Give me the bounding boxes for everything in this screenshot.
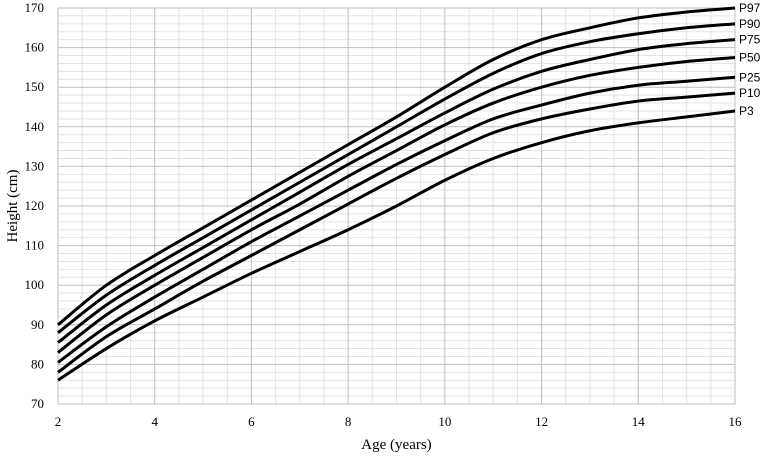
x-axis-ticks: 2 4 6 8 10 12 14 16 [55,414,742,429]
y-tick-label: 140 [25,119,45,134]
x-tick-label: 8 [345,414,352,429]
x-tick-label: 14 [632,414,646,429]
x-tick-label: 10 [438,414,451,429]
series-label-p10: P10 [739,86,761,100]
series-lines [57,6,736,382]
y-axis-title: Height (cm) [5,170,21,243]
series-line-p97 [57,6,736,326]
y-axis-ticks: 70 80 90 100 110 120 130 140 150 160 170 [25,0,45,411]
series-label-p75: P75 [739,33,761,47]
y-tick-label: 150 [25,79,45,94]
series-label-p97: P97 [739,1,761,15]
x-tick-label: 16 [729,414,743,429]
y-tick-label: 90 [31,317,44,332]
series-line-p90 [57,22,736,334]
series-line-p10 [57,91,736,374]
series-label-p50: P50 [739,51,761,65]
y-tick-label: 120 [25,198,45,213]
series-labels: P97 P90 P75 P50 P25 P10 P3 [739,1,761,118]
y-tick-label: 160 [25,40,45,55]
y-tick-label: 110 [25,238,44,253]
series-line-p75 [57,38,736,344]
series-label-p3: P3 [739,104,754,118]
plot-frame [57,7,736,405]
x-tick-label: 12 [535,414,548,429]
series-line-p50 [57,56,736,354]
series-line-p25 [57,75,736,364]
series-line-p3 [57,109,736,382]
series-label-p90: P90 [739,17,761,31]
x-tick-label: 6 [248,414,255,429]
x-axis-title: Age (years) [361,437,431,453]
y-tick-label: 70 [31,396,44,411]
series-label-p25: P25 [739,70,761,84]
y-tick-label: 170 [25,0,45,15]
y-tick-label: 100 [25,277,45,292]
y-tick-label: 80 [31,356,44,371]
x-tick-label: 4 [151,414,158,429]
x-tick-label: 2 [55,414,62,429]
y-tick-label: 130 [25,158,45,173]
